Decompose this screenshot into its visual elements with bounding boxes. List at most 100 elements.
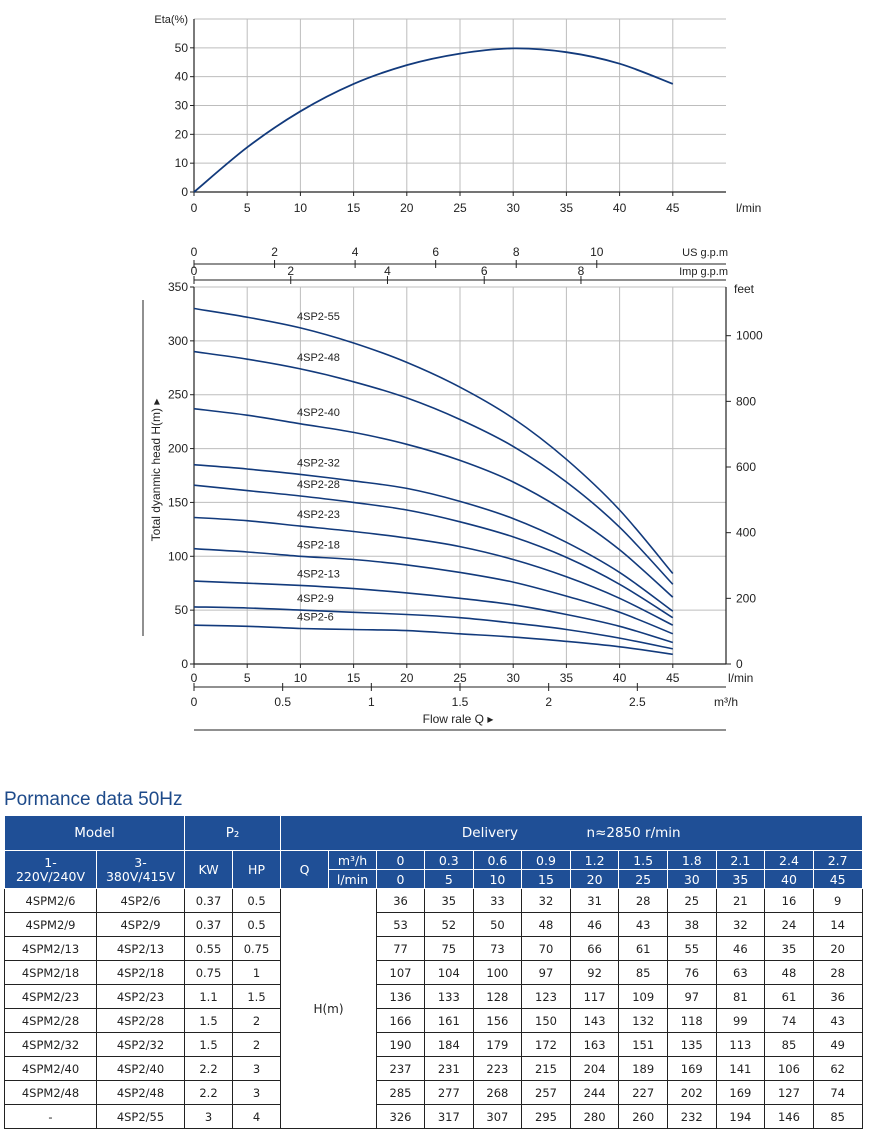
y-tick-label: 50 [175, 603, 189, 617]
model-1-phase-cell: 4SPM2/48 [5, 1081, 97, 1105]
head-value-cell: 166 [377, 1009, 425, 1033]
imp-gpm-tick-label: 8 [578, 264, 585, 278]
head-value-cell: 74 [765, 1009, 814, 1033]
head-value-cell: 81 [716, 985, 765, 1009]
head-value-cell: 38 [667, 913, 716, 937]
head-value-cell: 97 [522, 961, 571, 985]
us-gpm-tick-label: 8 [513, 245, 520, 259]
hp-cell: 2 [233, 1009, 281, 1033]
hp-cell: 3 [233, 1057, 281, 1081]
x-tick-label: 5 [244, 671, 251, 685]
head-value-cell: 118 [667, 1009, 716, 1033]
x-tick-label: 35 [560, 671, 574, 685]
model-3-phase-cell: 4SP2/9 [97, 913, 185, 937]
model-3-phase-cell: 4SP2/6 [97, 889, 185, 913]
imp-gpm-tick-label: 0 [191, 264, 198, 278]
kw-cell: 3 [185, 1105, 233, 1129]
head-value-cell: 194 [716, 1105, 765, 1129]
head-value-cell: 74 [813, 1081, 862, 1105]
x-tick-label: 10 [294, 671, 308, 685]
x-tick-label: 40 [613, 671, 627, 685]
head-value-cell: 85 [813, 1105, 862, 1129]
y-tick-label: 100 [168, 549, 188, 563]
head-value-cell: 317 [425, 1105, 474, 1129]
m3h-tick-label: 1.5 [452, 695, 469, 709]
kw-cell: 1.5 [185, 1033, 233, 1057]
head-value-cell: 128 [473, 985, 522, 1009]
model-3-phase-cell: 4SP2/55 [97, 1105, 185, 1129]
head-value-cell: 46 [570, 913, 619, 937]
lmin-cell: 40 [765, 870, 814, 889]
x-tick-label: 5 [244, 201, 251, 215]
imp-gpm-label: Imp g.p.m [679, 266, 728, 278]
series-label: 4SP2-48 [297, 352, 340, 364]
pump-curve [194, 465, 673, 612]
feet-tick-label: 400 [736, 526, 756, 540]
series-label: 4SP2-18 [297, 539, 340, 551]
header-p2: P₂ [185, 816, 281, 851]
m3h-cell: 0.3 [425, 851, 474, 870]
head-value-cell: 169 [667, 1057, 716, 1081]
feet-tick-label: 200 [736, 591, 756, 605]
x-tick-label: 15 [347, 671, 361, 685]
head-value-cell: 326 [377, 1105, 425, 1129]
pump-curve [194, 625, 673, 654]
x-tick-label: 35 [560, 201, 574, 215]
head-value-cell: 28 [619, 889, 668, 913]
x-axis-title: l/min [736, 201, 761, 215]
feet-tick-label: 0 [736, 657, 743, 671]
pump-curve [194, 309, 673, 574]
series-label: 4SP2-28 [297, 479, 340, 491]
head-value-cell: 285 [377, 1081, 425, 1105]
h-label-cell: H(m) [281, 889, 377, 1129]
head-value-cell: 231 [425, 1057, 474, 1081]
model-3-phase-cell: 4SP2/40 [97, 1057, 185, 1081]
imp-gpm-tick-label: 2 [287, 264, 294, 278]
m3h-cell: 0.9 [522, 851, 571, 870]
head-value-cell: 189 [619, 1057, 668, 1081]
imp-gpm-tick-label: 6 [481, 264, 488, 278]
kw-cell: 0.55 [185, 937, 233, 961]
head-value-cell: 295 [522, 1105, 571, 1129]
head-value-cell: 215 [522, 1057, 571, 1081]
head-value-cell: 48 [765, 961, 814, 985]
header-hp: HP [233, 851, 281, 889]
y-tick-label: 150 [168, 495, 188, 509]
head-value-cell: 127 [765, 1081, 814, 1105]
head-value-cell: 9 [813, 889, 862, 913]
x-tick-label: 45 [666, 671, 680, 685]
model-1-phase-cell: 4SPM2/18 [5, 961, 97, 985]
head-value-cell: 123 [522, 985, 571, 1009]
header-3-phase: 3- 380V/415V [97, 851, 185, 889]
model-3-phase-cell: 4SP2/28 [97, 1009, 185, 1033]
model-3-phase-cell: 4SP2/48 [97, 1081, 185, 1105]
head-value-cell: 113 [716, 1033, 765, 1057]
pump-curve [194, 352, 673, 585]
head-value-cell: 99 [716, 1009, 765, 1033]
model-1-phase-cell: 4SPM2/28 [5, 1009, 97, 1033]
head-value-cell: 132 [619, 1009, 668, 1033]
x-tick-label: 20 [400, 201, 414, 215]
model-1-phase-cell: - [5, 1105, 97, 1129]
kw-cell: 2.2 [185, 1057, 233, 1081]
head-value-cell: 35 [425, 889, 474, 913]
header-model: Model [5, 816, 185, 851]
kw-cell: 1.5 [185, 1009, 233, 1033]
head-value-cell: 85 [619, 961, 668, 985]
feet-tick-label: 1000 [736, 329, 763, 343]
series-label: 4SP2-40 [297, 407, 340, 419]
hp-cell: 0.75 [233, 937, 281, 961]
pump-curve [194, 485, 673, 618]
model-1-phase-cell: 4SPM2/32 [5, 1033, 97, 1057]
head-value-cell: 53 [377, 913, 425, 937]
hp-cell: 0.5 [233, 889, 281, 913]
head-value-cell: 16 [765, 889, 814, 913]
hp-cell: 3 [233, 1081, 281, 1105]
head-value-cell: 31 [570, 889, 619, 913]
series-label: 4SP2-6 [297, 611, 334, 623]
head-value-cell: 28 [813, 961, 862, 985]
